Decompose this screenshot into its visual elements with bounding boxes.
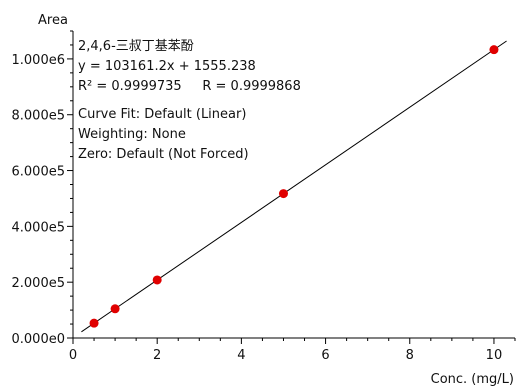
fit-line-layer [81, 40, 507, 333]
x-tick-label: 2 [153, 348, 161, 363]
y-tick-label: 2.000e5 [12, 276, 66, 291]
data-points [89, 45, 499, 328]
annotation-weighting: Weighting: None [78, 127, 186, 142]
annotation-r-values: R² = 0.9999735 R = 0.9999868 [78, 79, 301, 94]
annotation-curve-fit: Curve Fit: Default (Linear) [78, 107, 246, 122]
x-tick-label: 0 [69, 348, 77, 363]
annotation-zero: Zero: Default (Not Forced) [78, 147, 249, 162]
x-tick-label: 8 [406, 348, 414, 363]
x-axis-label: Conc. (mg/L) [431, 372, 514, 386]
y-tick-label: 0.000e0 [12, 332, 66, 347]
fit-line [81, 40, 507, 333]
data-point [110, 304, 120, 314]
y-tick-label: 8.000e5 [12, 109, 66, 124]
y-axis-label: Area [38, 13, 68, 28]
y-tick-label: 4.000e5 [12, 220, 66, 235]
annotation-compound: 2,4,6-三叔丁基苯酚 [78, 39, 194, 54]
x-tick-label: 4 [237, 348, 245, 363]
data-point [278, 189, 288, 199]
x-tick-label: 10 [486, 348, 503, 363]
annotations: 2,4,6-三叔丁基苯酚 y = 103161.2x + 1555.238 R²… [78, 39, 301, 162]
y-tick-label: 6.000e5 [12, 165, 66, 180]
data-point [89, 318, 99, 328]
data-point [489, 45, 499, 55]
y-tick-label: 1.000e6 [12, 53, 66, 68]
axes: 0.000e0 2.000e5 4.000e5 6.000e5 8.000e5 1.000… [12, 30, 516, 363]
data-point [152, 275, 162, 285]
annotation-equation: y = 103161.2x + 1555.238 [78, 59, 256, 74]
x-tick-label: 6 [321, 348, 329, 363]
